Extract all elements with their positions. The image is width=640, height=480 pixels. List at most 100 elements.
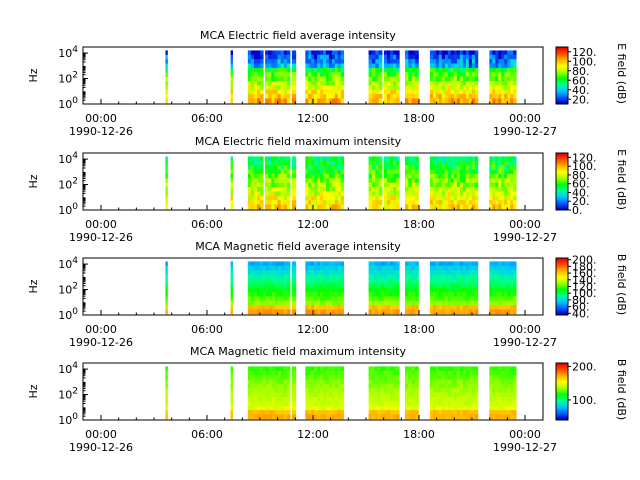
spectrogram-cell (465, 410, 470, 415)
spectrogram-cell (415, 169, 419, 175)
spectrogram-cell (265, 405, 270, 411)
spectrogram-cell (489, 191, 493, 197)
spectrogram-cell (396, 366, 400, 372)
spectrogram-cell (393, 182, 397, 188)
spectrogram-cell (386, 265, 391, 271)
spectrogram-cell (368, 173, 373, 179)
spectrogram-cell (462, 98, 467, 104)
spectrogram-cell (438, 156, 443, 162)
spectrogram-cell (165, 191, 168, 197)
colorbar-label: B field (dB) (615, 254, 628, 315)
spectrogram-cell (340, 59, 345, 64)
spectrogram-cell (471, 379, 476, 385)
spectrogram-cell (504, 81, 508, 86)
spectrogram-cell (286, 59, 291, 64)
x-tick-time: 12:00 (297, 112, 329, 125)
spectrogram-cell (323, 160, 327, 166)
spectrogram-cell (371, 63, 376, 69)
spectrogram-cell (459, 204, 464, 210)
spectrogram-cell (438, 392, 443, 398)
spectrogram-cell (498, 98, 502, 104)
spectrogram-cell (501, 274, 505, 280)
colorbar-segment (556, 167, 568, 170)
spectrogram-cell (498, 388, 502, 394)
spectrogram-cell (411, 98, 416, 104)
spectrogram-cell (377, 401, 382, 407)
spectrogram-cell (277, 410, 282, 415)
spectrogram-cell (378, 160, 383, 166)
spectrogram-cell (459, 200, 464, 205)
spectrogram-cell (450, 414, 455, 420)
spectrogram-cell (504, 274, 508, 280)
spectrogram-cell (513, 283, 517, 289)
spectrogram-cell (165, 67, 168, 73)
spectrogram-cell (260, 191, 264, 197)
colorbar-segment (556, 408, 568, 411)
spectrogram-cell (453, 76, 458, 82)
spectrogram-cell (435, 165, 440, 170)
colorbar-tick-label: 40. (572, 84, 590, 97)
spectrogram-cell (265, 392, 270, 398)
spectrogram-cell (459, 401, 464, 407)
spectrogram-cell (340, 156, 345, 162)
spectrogram-cell (371, 200, 376, 205)
spectrogram-cell (489, 50, 493, 56)
spectrogram-cell (253, 375, 258, 380)
spectrogram-cell (265, 366, 270, 372)
spectrogram-cell (501, 76, 505, 82)
colorbar-segment (556, 372, 568, 375)
spectrogram-cell (510, 72, 514, 78)
spectrogram-cell (471, 292, 476, 297)
spectrogram-cell (450, 388, 455, 394)
spectrogram-cell (498, 156, 502, 162)
spectrogram-cell (253, 182, 258, 188)
spectrogram-cell (320, 169, 324, 175)
spectrogram-cell (447, 76, 452, 82)
spectrogram-cell (165, 397, 168, 402)
spectrogram-cell (371, 94, 376, 99)
spectrogram-cell (257, 89, 261, 95)
spectrogram-cell (435, 397, 440, 402)
spectrogram-cell (314, 178, 318, 184)
spectrogram-cell (250, 305, 255, 310)
spectrogram-cell (230, 81, 233, 86)
colorbar-segment (556, 190, 568, 192)
spectrogram-cell (374, 401, 379, 407)
spectrogram-cell (393, 178, 397, 184)
spectrogram-cell (325, 191, 330, 197)
spectrogram-cell (374, 370, 379, 376)
spectrogram-cell (286, 85, 291, 91)
spectrogram-cell (471, 89, 476, 95)
spectrogram-cell (334, 178, 339, 184)
spectrogram-cell (375, 63, 380, 69)
spectrogram-cell (386, 59, 391, 64)
spectrogram-cell (393, 405, 397, 411)
spectrogram-cell (283, 292, 288, 297)
spectrogram-cell (393, 366, 397, 372)
spectrogram-cell (250, 85, 255, 91)
colorbar-segment (556, 201, 568, 204)
spectrogram-cell (262, 265, 267, 271)
spectrogram-cell (380, 305, 385, 310)
spectrogram-cell (453, 59, 458, 64)
spectrogram-cell (435, 169, 440, 175)
spectrogram-cell (447, 309, 452, 315)
spectrogram-cell (444, 72, 449, 78)
spectrogram-cell (405, 81, 409, 86)
spectrogram-cell (459, 366, 464, 372)
spectrogram-cell (340, 270, 345, 275)
spectrogram-cell (256, 274, 261, 280)
spectrogram-cell (498, 270, 502, 275)
spectrogram-cell (393, 191, 397, 197)
spectrogram-cell (438, 191, 443, 197)
spectrogram-cell (411, 392, 416, 398)
spectrogram-cell (447, 98, 452, 104)
spectrogram-cell (271, 370, 276, 376)
spectrogram-cell (462, 274, 467, 280)
spectrogram-cell (408, 287, 413, 293)
colorbar-segment (556, 265, 568, 268)
spectrogram-cell (507, 388, 511, 394)
spectrogram-cell (471, 160, 476, 166)
spectrogram-cell (317, 383, 321, 389)
spectrogram-cell (471, 50, 476, 56)
